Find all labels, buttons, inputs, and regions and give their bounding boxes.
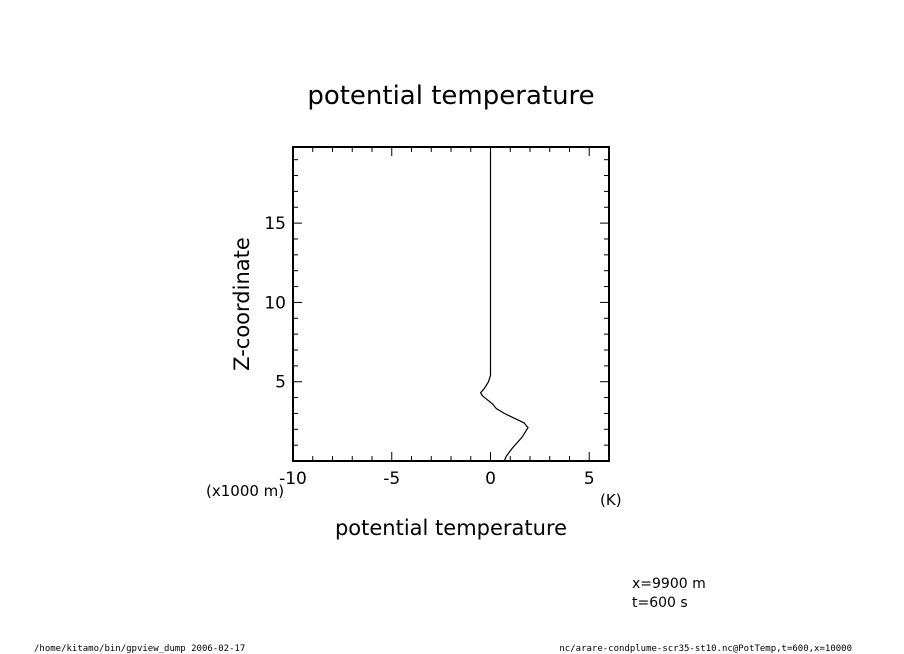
x-tick-label: 5 — [584, 469, 595, 489]
x-tick-label: 0 — [485, 469, 496, 489]
footer-right: nc/arare-condplume-scr35-st10.nc@PotTemp… — [559, 644, 852, 654]
series-line — [479, 151, 529, 462]
x-tick-label: -10 — [279, 469, 307, 489]
y-tick-label: 15 — [264, 214, 286, 234]
y-axis-label: Z-coordinate — [230, 237, 254, 371]
x-axis-label: potential temperature — [335, 516, 567, 540]
tick-labels: -10 -5 0 5 5 10 15 — [264, 214, 594, 489]
tick-marks — [292, 147, 610, 462]
y-tick-label: 5 — [275, 373, 286, 393]
x-tick-label: -5 — [383, 469, 400, 489]
footer-left: /home/kitamo/bin/gpview_dump 2006-02-17 — [34, 644, 245, 654]
plot-frame — [292, 146, 610, 462]
time-annotation: t=600 s — [632, 595, 688, 611]
y-units-label: (x1000 m) — [206, 482, 284, 500]
x-units-label: (K) — [600, 491, 622, 509]
chart-title: potential temperature — [307, 81, 594, 111]
position-annotation: x=9900 m — [632, 576, 706, 592]
y-tick-label: 10 — [264, 293, 286, 313]
